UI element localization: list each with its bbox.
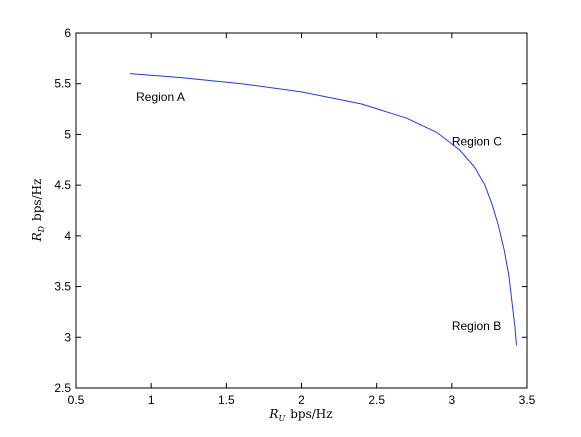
y-axis-symbol: R [30,232,44,242]
x-axis-unit: bps/Hz [290,407,332,421]
y-axis-title: RDbps/Hz [30,179,46,243]
y-axis-subscript: D [37,225,46,233]
x-tick-label: 2.5 [368,393,385,407]
annotation-label: Region B [452,319,501,333]
series-line [130,73,517,346]
annotations: Region A Region C Region B [136,90,502,333]
y-tick-label: 3.5 [54,280,71,294]
x-tick-label: 2 [298,393,305,407]
annotation-label: Region C [452,135,502,149]
y-tick-label: 4.5 [54,178,71,192]
y-tick-label: 5 [64,127,71,141]
y-axis-unit: bps/Hz [30,179,44,221]
x-tick-label: 0.5 [68,393,85,407]
tick-marks [75,32,528,389]
annotation-label: Region A [136,90,185,104]
series-layer [130,73,517,346]
x-tick-label: 1.5 [218,393,235,407]
y-tick-label: 5.5 [54,77,71,91]
x-axis-subscript: U [278,414,285,423]
y-tick-label: 6 [64,26,71,40]
y-tick-label: 4 [64,229,71,243]
x-tick-label: 3 [448,393,455,407]
x-tick-labels: 0.5 1 1.5 2 2.5 3 3.5 [68,393,536,407]
y-tick-label: 2.5 [54,381,71,395]
x-axis-symbol: R [268,407,278,421]
x-axis-title: RU bps/Hz [268,407,332,423]
x-tick-label: 1 [148,393,155,407]
y-tick-labels: 2.5 3 3.5 4 4.5 5 5.5 6 [54,26,71,395]
x-tick-label: 3.5 [519,393,536,407]
y-tick-label: 3 [64,330,71,344]
plot-area [75,32,528,389]
